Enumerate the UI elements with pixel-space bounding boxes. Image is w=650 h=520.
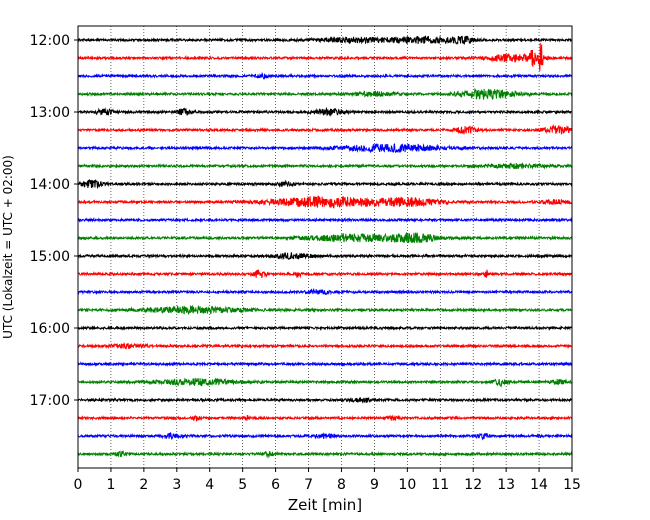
trace-1645 xyxy=(77,377,573,388)
y-tick-label: 15:00 xyxy=(30,249,70,265)
trace-1300 xyxy=(77,106,573,118)
x-tick-label: 3 xyxy=(172,477,181,493)
x-tick-label: 2 xyxy=(139,477,148,493)
x-tick-label: 14 xyxy=(530,477,548,493)
x-tick-label: 11 xyxy=(431,477,449,493)
y-tick-label: 13:00 xyxy=(30,105,70,121)
trace-1415 xyxy=(77,195,573,209)
y-axis: 12:00 13:00 14:00 15:00 16:00 17:00 xyxy=(30,33,78,409)
x-tick-label: 13 xyxy=(497,477,515,493)
trace-1745 xyxy=(77,449,573,459)
plot-area xyxy=(78,26,572,468)
trace-layer xyxy=(77,35,573,459)
trace-1615 xyxy=(77,341,573,350)
x-tick-label: 4 xyxy=(205,477,214,493)
x-axis: 0 1 2 3 4 5 6 7 8 9 10 11 12 13 14 15 xyxy=(74,468,581,493)
trace-1200 xyxy=(77,35,573,45)
x-tick-label: 10 xyxy=(398,477,416,493)
trace-1215 xyxy=(77,42,573,72)
trace-1430 xyxy=(77,216,573,224)
y-tick-label: 12:00 xyxy=(30,33,70,49)
x-tick-label: 15 xyxy=(563,477,581,493)
x-tick-label: 7 xyxy=(304,477,313,493)
trace-1545 xyxy=(77,304,573,315)
trace-1400 xyxy=(77,178,573,190)
trace-1715 xyxy=(77,414,573,422)
x-tick-label: 6 xyxy=(271,477,280,493)
y-axis-title: UTC (Lokalzeit = UTC + 02:00) xyxy=(1,155,15,339)
trace-1500 xyxy=(77,251,573,261)
x-tick-label: 12 xyxy=(464,477,482,493)
trace-1600 xyxy=(77,325,573,331)
x-tick-label: 9 xyxy=(370,477,379,493)
y-tick-label: 17:00 xyxy=(30,393,70,409)
trace-1345 xyxy=(77,162,573,170)
trace-1700 xyxy=(77,396,573,404)
y-tick-label: 14:00 xyxy=(30,177,70,193)
plot-frame xyxy=(77,25,573,469)
trace-1630 xyxy=(77,361,573,368)
x-tick-label: 0 xyxy=(74,477,83,493)
trace-1445 xyxy=(77,231,573,244)
trace-1245 xyxy=(77,87,573,101)
x-tick-label: 5 xyxy=(238,477,247,493)
x-axis-title: Zeit [min] xyxy=(288,496,362,514)
x-tick-label: 1 xyxy=(106,477,115,493)
trace-1730 xyxy=(77,431,573,441)
trace-1530 xyxy=(77,287,573,296)
y-tick-label: 16:00 xyxy=(30,321,70,337)
trace-1515 xyxy=(77,269,573,279)
x-tick-label: 8 xyxy=(337,477,346,493)
trace-1330 xyxy=(77,143,573,154)
trace-1315 xyxy=(77,123,573,135)
trace-1230 xyxy=(77,71,573,80)
